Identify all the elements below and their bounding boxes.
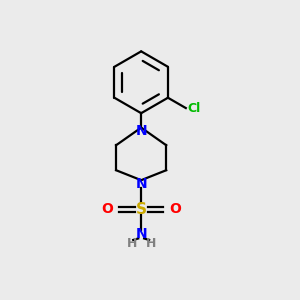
- Text: N: N: [135, 177, 147, 191]
- Text: H: H: [127, 237, 137, 250]
- Text: H: H: [146, 237, 156, 250]
- Text: O: O: [101, 202, 113, 216]
- Text: S: S: [136, 202, 147, 217]
- Text: O: O: [169, 202, 181, 216]
- Text: Cl: Cl: [187, 101, 200, 115]
- Text: N: N: [135, 124, 147, 138]
- Text: N: N: [135, 227, 147, 241]
